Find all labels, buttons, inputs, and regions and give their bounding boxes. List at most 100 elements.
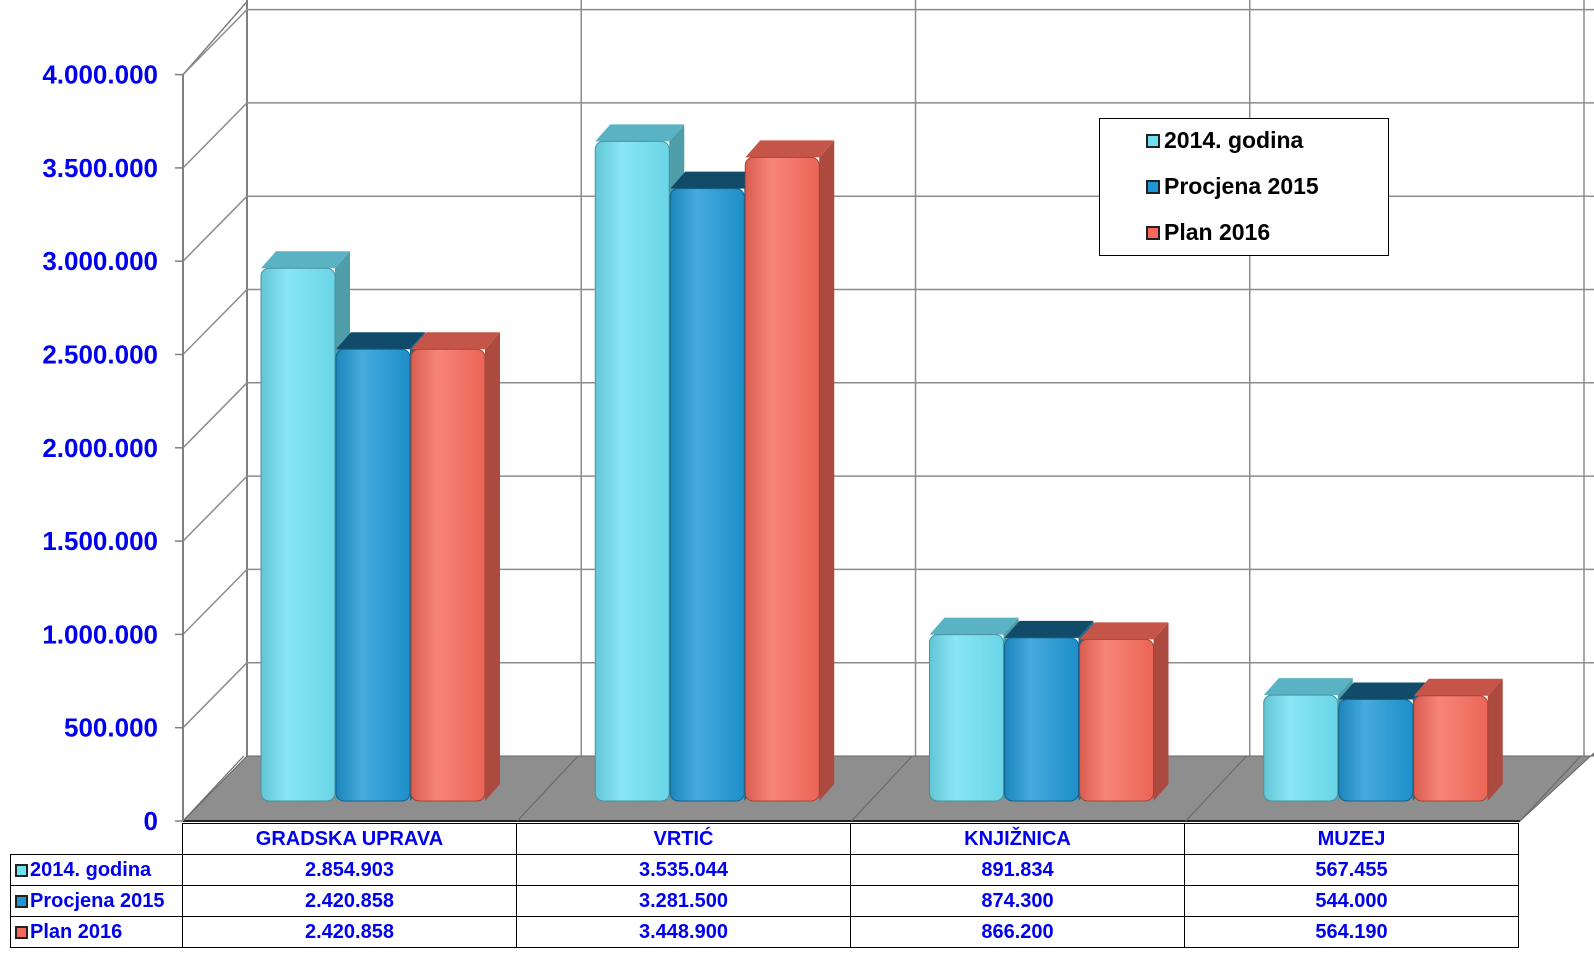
row-label-2014: 2014. godina xyxy=(30,858,152,881)
side-wall-gridline xyxy=(182,382,248,449)
chart-walls xyxy=(182,0,1585,756)
bar-front-face xyxy=(1079,638,1154,802)
bar-front-face xyxy=(669,188,745,802)
bar-front-face xyxy=(1004,637,1079,802)
bar-front-face xyxy=(410,348,486,802)
bar-top-face xyxy=(336,332,425,350)
value-cell: 3.535.044 xyxy=(516,854,851,886)
y-tick-label: 3.000.000 xyxy=(42,246,158,276)
value-cell: 891.834 xyxy=(850,854,1185,886)
row-header-2014: 2014. godina xyxy=(10,854,183,886)
data-table-row-2014: 2014. godina 2.854.903 3.535.044 891.834… xyxy=(10,854,1519,886)
bar-side-face xyxy=(819,140,835,802)
value-cell: 866.200 xyxy=(850,916,1185,948)
category-label-vrtic: VRTIĆ xyxy=(516,823,851,855)
bar-top-face xyxy=(411,332,500,350)
row-label-procjena-2015: Procjena 2015 xyxy=(30,889,165,912)
category-label-gradska-uprava: GRADSKA UPRAVA xyxy=(182,823,517,855)
floor-divider xyxy=(1185,755,1247,822)
data-table-corner xyxy=(10,823,183,855)
legend-label-plan-2016: Plan 2016 xyxy=(1164,219,1271,245)
bar-front-face xyxy=(744,156,820,802)
bar-top-face xyxy=(595,124,685,142)
y-axis: 0500.0001.000.0001.500.0002.000.0002.500… xyxy=(42,60,184,836)
value-cell: 3.448.900 xyxy=(516,916,851,948)
row-swatch-plan-2016 xyxy=(15,925,28,939)
bar-side-face xyxy=(485,332,500,801)
value-cell: 2.420.858 xyxy=(182,885,517,917)
side-wall-gridline xyxy=(182,102,248,169)
chart-bars xyxy=(260,124,1503,802)
category-label-muzej: MUZEJ xyxy=(1184,823,1519,855)
floor-divider xyxy=(851,755,913,822)
value-cell: 3.281.500 xyxy=(516,885,851,917)
bar-top-face xyxy=(1413,678,1503,696)
side-wall-gridline xyxy=(182,662,248,729)
y-tick-label: 1.000.000 xyxy=(42,619,158,649)
bar-gradska-uprava-plan-2016 xyxy=(410,332,500,802)
bar-top-face xyxy=(1338,682,1428,700)
legend-item-plan-2016: Plan 2016 xyxy=(1146,219,1270,246)
bar-vrtic-plan-2016 xyxy=(744,140,835,802)
bar-top-face xyxy=(670,171,760,189)
value-cell: 564.190 xyxy=(1184,916,1519,948)
y-tick-label: 2.500.000 xyxy=(42,340,158,370)
bar-muzej-plan-2016 xyxy=(1413,678,1503,802)
legend-item-2014: 2014. godina xyxy=(1146,127,1303,154)
data-table-header-row: GRADSKA UPRAVA VRTIĆ KNJIŽNICA MUZEJ xyxy=(10,823,1519,855)
bar-top-face xyxy=(1004,620,1094,638)
y-tick-label: 1.500.000 xyxy=(42,526,158,556)
y-tick-label: 3.500.000 xyxy=(42,153,158,183)
row-swatch-2014 xyxy=(15,863,28,877)
floor-divider xyxy=(182,755,245,822)
bar-top-face xyxy=(929,617,1019,635)
chart-floor xyxy=(181,752,1594,822)
bar-front-face xyxy=(929,634,1004,802)
side-wall-gridline xyxy=(182,288,248,356)
legend-swatch-procjena-2015 xyxy=(1146,179,1160,194)
side-wall-top-edge xyxy=(182,1,248,76)
side-wall-gridline xyxy=(182,475,248,542)
y-tick-label: 4.000.000 xyxy=(42,60,158,90)
bar-side-face xyxy=(1487,678,1503,801)
legend-label-procjena-2015: Procjena 2015 xyxy=(1164,173,1319,199)
legend-item-procjena-2015: Procjena 2015 xyxy=(1146,173,1319,200)
legend: 2014. godina Procjena 2015 Plan 2016 xyxy=(1099,118,1389,256)
value-cell: 544.000 xyxy=(1184,885,1519,917)
bar-front-face xyxy=(260,267,336,802)
legend-swatch-plan-2016 xyxy=(1146,225,1160,240)
value-cell: 874.300 xyxy=(850,885,1185,917)
side-wall-gridline xyxy=(182,195,248,262)
bar-front-face xyxy=(335,348,411,802)
bar-front-face xyxy=(1413,695,1489,802)
side-wall-gridline xyxy=(182,9,248,76)
row-header-procjena-2015: Procjena 2015 xyxy=(10,885,183,917)
y-tick-label: 2.000.000 xyxy=(42,433,158,463)
value-cell: 2.854.903 xyxy=(182,854,517,886)
bar-side-face xyxy=(1153,622,1169,801)
category-label-knjiznica: KNJIŽNICA xyxy=(850,823,1185,855)
bar-top-face xyxy=(1079,622,1169,640)
data-table: GRADSKA UPRAVA VRTIĆ KNJIŽNICA MUZEJ 201… xyxy=(10,823,1519,948)
row-header-plan-2016: Plan 2016 xyxy=(10,916,183,948)
floor-divider xyxy=(1519,755,1582,822)
side-wall-gridline xyxy=(182,568,248,635)
data-table-row-procjena-2015: Procjena 2015 2.420.858 3.281.500 874.30… xyxy=(10,885,1519,917)
legend-label-2014: 2014. godina xyxy=(1164,127,1304,153)
bar-top-face xyxy=(745,140,835,158)
legend-swatch-2014 xyxy=(1146,133,1160,148)
bar-front-face xyxy=(1338,698,1414,802)
y-tick-label: 500.000 xyxy=(64,713,158,743)
bar-top-face xyxy=(1263,678,1353,696)
bar-front-face xyxy=(594,140,670,802)
row-swatch-procjena-2015 xyxy=(15,894,28,908)
value-cell: 567.455 xyxy=(1184,854,1519,886)
value-cell: 2.420.858 xyxy=(182,916,517,948)
bar-front-face xyxy=(1263,694,1339,802)
bar-top-face xyxy=(261,251,350,269)
floor-divider xyxy=(516,755,579,822)
data-table-row-plan-2016: Plan 2016 2.420.858 3.448.900 866.200 56… xyxy=(10,916,1519,948)
row-label-plan-2016: Plan 2016 xyxy=(30,920,123,943)
bar-knjiznica-plan-2016 xyxy=(1079,622,1169,802)
